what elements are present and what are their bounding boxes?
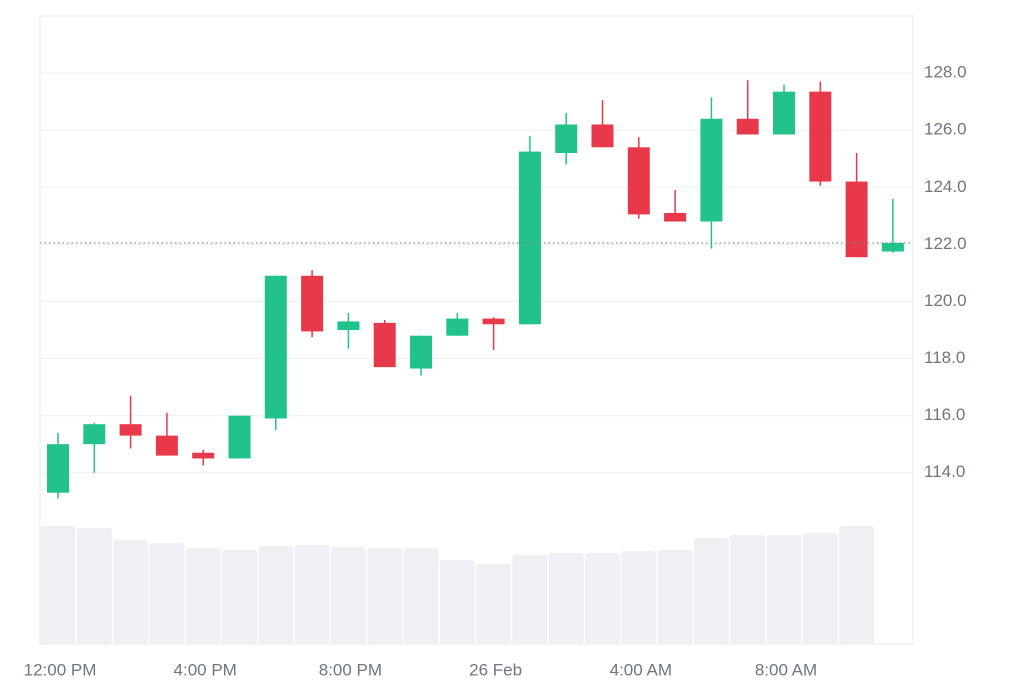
candle-body — [119, 424, 142, 436]
x-tick-label: 4:00 PM — [174, 660, 237, 679]
candle-body — [373, 322, 396, 368]
x-tick-label: 4:00 AM — [610, 660, 672, 679]
candle-body — [47, 444, 69, 493]
y-tick-label: 116.0 — [924, 405, 965, 424]
volume-bar — [403, 548, 439, 644]
candle-body — [555, 124, 578, 154]
y-tick-label: 120.0 — [924, 291, 967, 310]
candle-body — [736, 118, 759, 135]
volume-bar — [294, 545, 330, 644]
y-tick-label: 114.0 — [924, 462, 965, 481]
candle-body — [627, 147, 650, 215]
candle-body — [773, 91, 795, 135]
plot-frame — [39, 15, 914, 645]
candle-body — [446, 318, 469, 336]
volume-bar — [802, 533, 838, 644]
volume-bar — [766, 535, 802, 644]
candle-body — [845, 181, 868, 258]
volume-bar — [76, 528, 112, 644]
candle-body — [83, 424, 106, 445]
candle-body — [228, 415, 251, 459]
volume-bar — [839, 526, 875, 644]
y-tick-label: 122.0 — [924, 234, 967, 253]
volume-bar — [149, 543, 185, 644]
volume-bar — [439, 560, 475, 644]
y-tick-label: 118.0 — [924, 348, 965, 367]
volume-bar — [657, 550, 693, 644]
candle-body — [482, 318, 505, 325]
y-tick-label: 128.0 — [924, 63, 967, 82]
volume-bar — [330, 547, 366, 644]
candle-body — [664, 212, 687, 222]
y-tick-label: 126.0 — [924, 120, 967, 139]
candle-body — [809, 91, 832, 182]
candle-body — [700, 118, 723, 222]
y-tick-label: 124.0 — [924, 177, 967, 196]
candle-body — [591, 124, 614, 148]
x-tick-label: 26 Feb — [469, 660, 522, 679]
volume-bar — [258, 546, 294, 644]
candle-body — [264, 275, 287, 419]
volume-bar — [113, 540, 149, 644]
candle-body — [192, 452, 215, 459]
volume-bar — [585, 553, 620, 644]
volume-bar — [222, 550, 257, 644]
x-tick-label: 12:00 PM — [24, 660, 97, 679]
volume-bar — [548, 553, 584, 644]
candle-body — [301, 275, 324, 332]
volume-bar — [621, 551, 657, 644]
candle-body — [881, 242, 904, 252]
volume-bar — [730, 535, 766, 644]
volume-bar — [693, 538, 729, 644]
x-tick-label: 8:00 PM — [319, 660, 382, 679]
volume-bar — [40, 526, 76, 644]
volume-bar — [512, 555, 548, 644]
volume-bar — [185, 548, 221, 644]
candle-body — [410, 335, 432, 369]
candle-body — [337, 321, 360, 330]
candle-body — [155, 435, 178, 456]
x-tick-label: 8:00 AM — [755, 660, 817, 679]
volume-bar — [476, 564, 512, 644]
candle-body — [518, 151, 541, 325]
volume-bar — [367, 548, 403, 644]
